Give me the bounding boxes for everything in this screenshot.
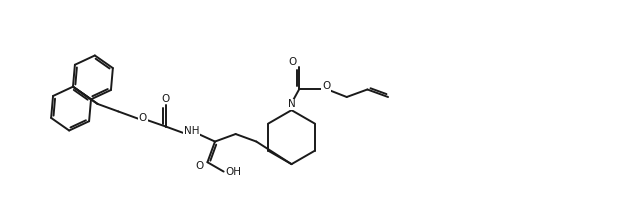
Text: O: O	[322, 82, 330, 92]
Text: O: O	[162, 94, 169, 104]
Text: O: O	[139, 113, 147, 123]
Text: N: N	[288, 99, 295, 109]
Text: OH: OH	[225, 167, 241, 177]
Text: O: O	[288, 57, 296, 67]
Text: NH: NH	[184, 126, 199, 136]
Text: O: O	[195, 161, 204, 171]
